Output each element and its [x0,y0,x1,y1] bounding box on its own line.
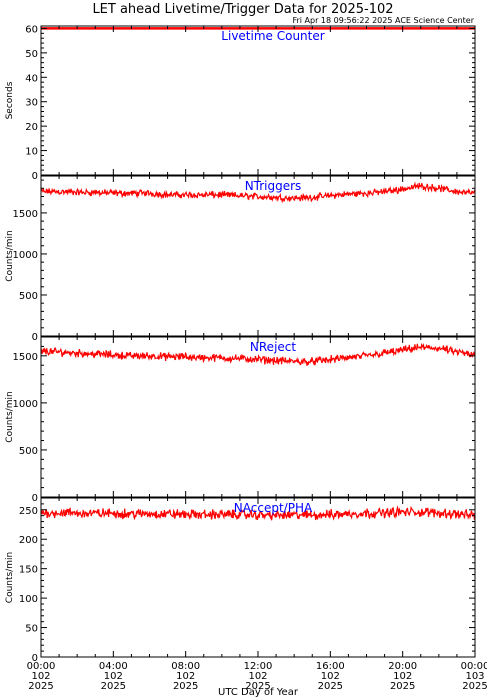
x-tick-time: 20:00 [388,661,417,672]
y-tick-label: 0 [32,653,38,664]
x-tick-time: 00:00 [461,661,487,672]
y-tick-label: 40 [25,73,38,84]
x-tick-time: 00:00 [27,661,56,672]
series-line [41,342,475,366]
y-tick-label: 50 [25,624,38,635]
y-tick-label: 100 [19,594,38,605]
panel-4: 0 50 100 150 200 250 NAccept/PHA Counts/min [5,497,476,664]
x-tick-doy: 102 [104,671,123,682]
y-tick-label: 10 [25,147,38,158]
panel-1: 0 10 20 30 40 50 60 Livetime Counter Seconds [5,24,476,182]
x-axis: 00:00102202504:00102202508:00102202512:0… [27,661,487,692]
y-axis-label: Counts/min [5,230,15,281]
y-tick-label: 0 [32,493,38,504]
x-tick-year: 2025 [462,681,487,692]
y-tick-label: 60 [25,24,38,35]
y-tick-label: 1000 [13,399,38,410]
chart-title: LET ahead Livetime/Trigger Data for 2025… [92,2,393,17]
y-tick-label: 20 [25,122,38,133]
panel-label: NAccept/PHA [234,501,313,515]
y-tick-label: 250 [19,506,38,517]
x-tick-doy: 102 [248,671,267,682]
x-axis-label: UTC Day of Year [218,687,299,698]
y-tick-label: 0 [32,332,38,343]
y-tick-label: 500 [19,446,38,457]
x-tick-doy: 103 [465,671,484,682]
y-tick-label: 150 [19,565,38,576]
y-tick-label: 500 [19,291,38,302]
y-axis-label: Seconds [5,81,15,119]
plot-frame [40,497,476,658]
panel-label: NReject [250,340,296,354]
x-tick-time: 04:00 [99,661,128,672]
x-tick-doy: 102 [393,671,412,682]
chart-subtitle: Fri Apr 18 09:56:22 2025 ACE Science Cen… [292,16,474,25]
panel-label: NTriggers [245,179,302,193]
y-tick-label: 30 [25,98,38,109]
x-tick-doy: 102 [31,671,50,682]
y-tick-label: 50 [25,49,38,60]
x-tick-year: 2025 [245,681,270,692]
series-line [41,181,475,204]
x-tick-year: 2025 [318,681,343,692]
plot-frame [40,175,476,337]
x-tick-year: 2025 [28,681,53,692]
y-tick-label: 0 [32,171,38,182]
x-tick-doy: 102 [321,671,340,682]
y-axis-label: Counts/min [5,391,15,442]
panel-3: 0 500 1000 1500 NReject Counts/min [5,336,476,504]
panel-label: Livetime Counter [221,29,324,43]
x-tick-doy: 102 [176,671,195,682]
panel-2: 0 500 1000 1500 NTriggers Counts/min [5,175,476,343]
x-tick-time: 12:00 [244,661,273,672]
y-tick-label: 1500 [13,352,38,363]
x-tick-year: 2025 [390,681,415,692]
y-tick-label: 1000 [13,250,38,261]
plot-frame [40,25,476,176]
y-tick-label: 1500 [13,209,38,220]
x-tick-time: 08:00 [171,661,200,672]
x-tick-year: 2025 [101,681,126,692]
y-axis-label: Counts/min [5,552,15,603]
series-line [41,505,475,521]
x-tick-time: 16:00 [316,661,345,672]
x-tick-year: 2025 [173,681,198,692]
y-tick-label: 200 [19,535,38,546]
